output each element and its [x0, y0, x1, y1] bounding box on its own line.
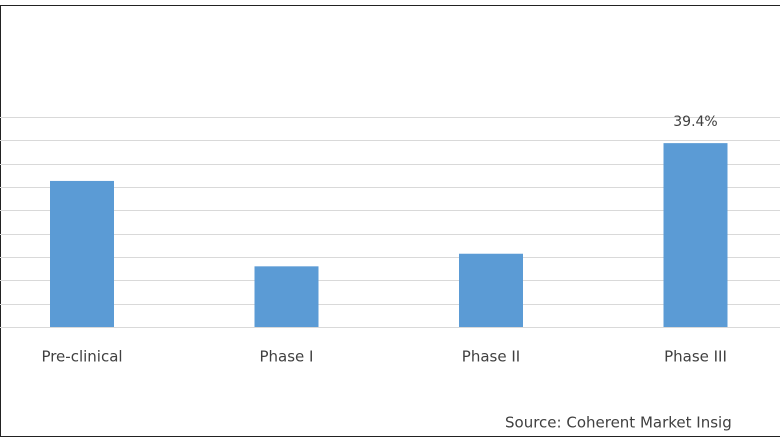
x-tick-label: Phase III — [664, 348, 727, 366]
x-tick-label: Phase I — [260, 348, 314, 366]
x-tick-label: Phase II — [462, 348, 520, 366]
bar — [663, 143, 728, 327]
bar — [50, 180, 114, 327]
plot-area: Pre-clinical Phase I Phase II Phase III 39.4… — [0, 114, 780, 366]
bar — [254, 266, 319, 327]
chart-frame — [0, 5, 780, 437]
bar — [459, 253, 523, 327]
x-tick-label: Pre-clinical — [41, 348, 122, 366]
data-label: 39.4% — [673, 114, 717, 130]
source-note: Source: Coherent Market Insig — [505, 414, 732, 432]
